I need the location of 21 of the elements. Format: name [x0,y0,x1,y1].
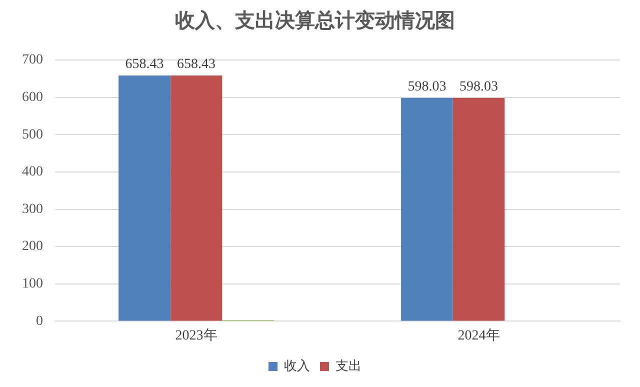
y-tick-label: 700 [22,52,43,68]
x-tick-label: 2024年 [458,327,500,344]
data-label: 658.43 [125,57,164,72]
y-tick-label: 300 [22,202,43,217]
x-tick-label: 2023年 [175,327,218,344]
legend-label: 收入 [284,358,310,374]
y-tick-label: 100 [22,276,43,292]
y-tick-label: 400 [22,164,43,180]
bar [118,76,170,321]
y-tick-label: 500 [22,127,43,142]
y-tick-label: 200 [22,239,43,254]
bar [170,76,222,321]
y-tick-label: 600 [22,90,43,105]
bar [401,98,453,321]
data-label: 658.43 [177,57,216,72]
data-label: 598.03 [408,80,446,95]
legend-label: 支出 [336,358,362,374]
data-label: 598.03 [460,80,498,95]
bar [452,98,505,321]
chart-title: 收入、支出决算总计变动情况图 [175,8,455,32]
y-tick-label: 0 [36,314,43,329]
